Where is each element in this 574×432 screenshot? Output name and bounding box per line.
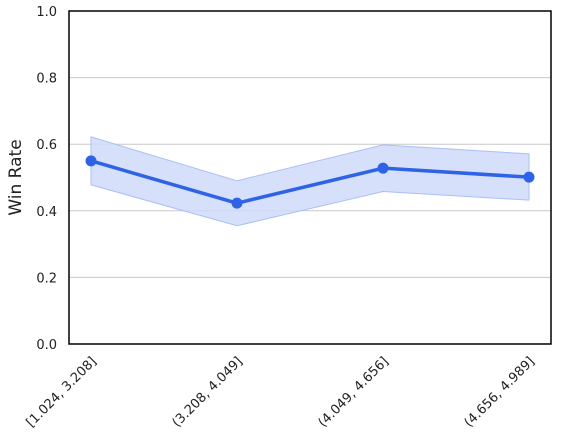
data-points bbox=[85, 155, 535, 209]
y-tick-label: 0.2 bbox=[36, 271, 57, 286]
x-tick-label: (4.049, 4.656] bbox=[316, 354, 392, 430]
x-tick-labels: [1.024, 3.208] (3.208, 4.049] (4.049, 4.65… bbox=[24, 354, 538, 430]
data-point bbox=[231, 197, 243, 209]
data-point bbox=[85, 155, 97, 167]
gridlines bbox=[69, 77, 551, 278]
x-tick-label: (4.656, 4.989] bbox=[462, 354, 538, 430]
y-axis-label: Win Rate bbox=[6, 139, 26, 215]
y-tick-label: 0.6 bbox=[36, 138, 57, 153]
confidence-band-group bbox=[90, 136, 530, 227]
confidence-band bbox=[90, 136, 530, 227]
data-point bbox=[523, 171, 535, 183]
y-tick-label: 0.4 bbox=[36, 205, 57, 220]
x-tick-label: (3.208, 4.049] bbox=[170, 354, 246, 430]
y-tick-label: 0.8 bbox=[36, 72, 57, 87]
y-tick-labels: 0.0 0.2 0.4 0.6 0.8 1.0 bbox=[36, 5, 57, 353]
x-tick-label: [1.024, 3.208] bbox=[24, 354, 100, 430]
series-line bbox=[89, 159, 531, 205]
data-point bbox=[377, 162, 389, 174]
series-line-group bbox=[89, 159, 531, 205]
y-tick-label: 0.0 bbox=[36, 338, 57, 353]
plot-frame bbox=[68, 10, 552, 345]
y-tick-label: 1.0 bbox=[36, 5, 57, 20]
